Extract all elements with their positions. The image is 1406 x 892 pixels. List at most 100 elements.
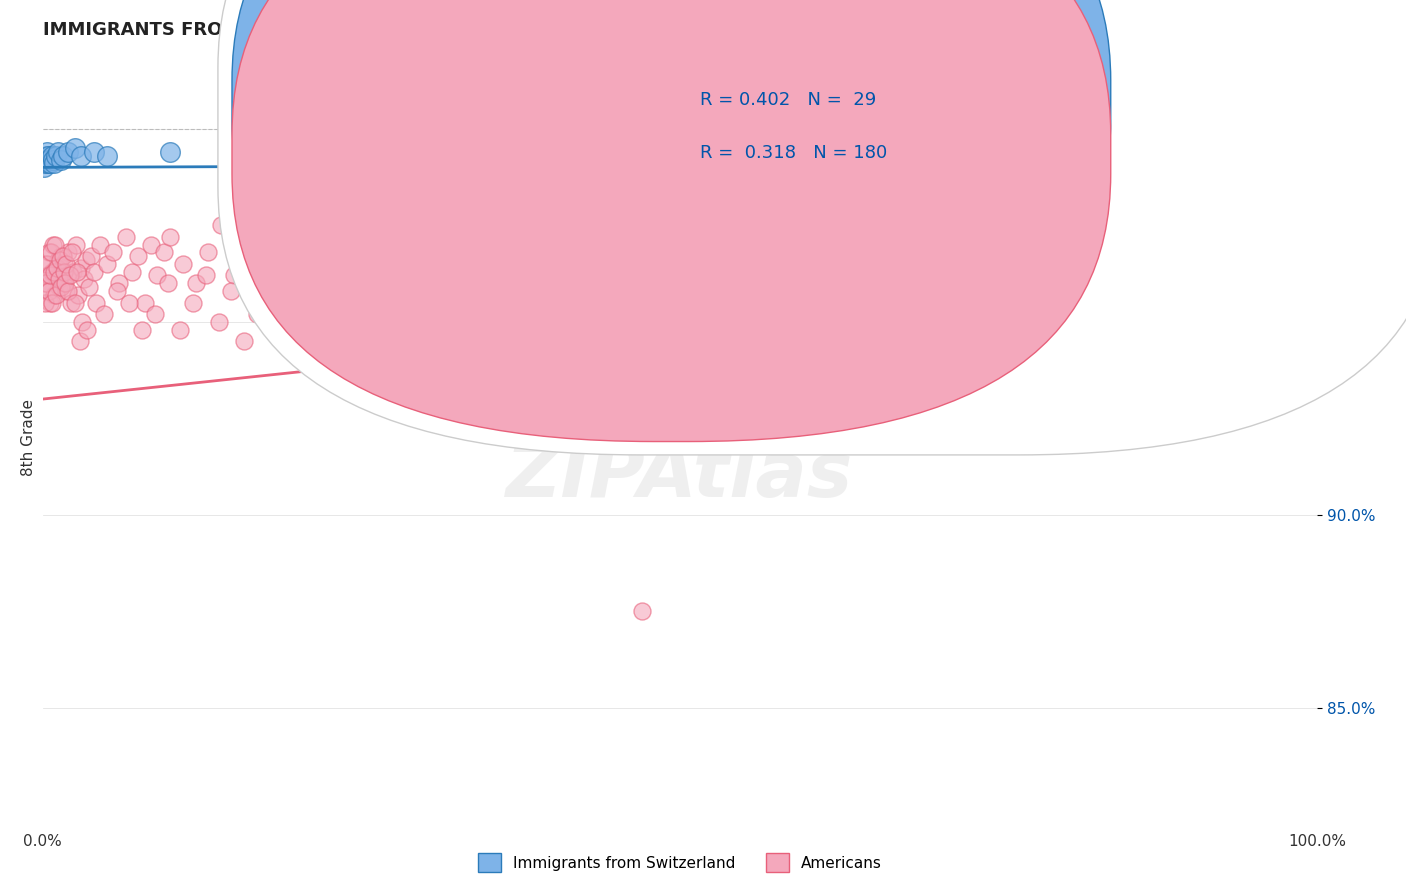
Point [55,257,77,271]
Point [886,199,908,213]
Point [63,295,86,310]
Point [385,295,408,310]
Point [516,230,538,244]
Point [45,287,67,301]
Point [146,268,169,283]
Point [35,145,58,159]
Point [172,257,194,271]
Point [529,207,551,221]
Point [347,307,370,321]
Point [56,284,79,298]
Point [37,156,59,170]
Point [75,253,97,268]
Point [911,245,934,260]
Point [35,284,58,298]
Point [34,153,56,167]
Point [1000,168,1022,182]
Point [707,268,730,283]
Point [60,245,83,260]
Point [605,245,627,260]
Point [426,237,449,252]
Point [131,322,153,336]
Point [475,245,498,260]
Point [42,237,65,252]
Point [246,307,269,321]
Point [121,265,143,279]
Point [388,230,411,244]
Point [56,268,79,283]
Point [35,149,58,163]
Point [309,315,332,329]
Point [34,257,56,271]
Point [222,149,245,163]
Point [501,268,523,283]
Point [297,268,319,283]
Point [96,257,118,271]
Point [96,149,118,163]
Point [770,207,793,221]
Point [38,268,60,283]
Point [44,287,66,301]
Point [249,284,271,298]
Point [35,153,58,167]
Point [733,145,755,159]
Point [453,230,475,244]
Point [733,237,755,252]
Point [1052,168,1074,182]
Point [363,237,385,252]
Point [59,295,82,310]
Point [1230,161,1253,175]
Point [72,315,94,329]
Point [936,219,959,233]
Text: ZIPAtlas: ZIPAtlas [506,439,853,513]
Point [695,219,717,233]
Point [118,295,141,310]
Point [197,245,219,260]
Point [274,230,297,244]
Point [46,260,69,275]
Point [45,272,67,286]
Point [949,191,972,205]
Point [77,280,100,294]
Text: R = 0.402   N =  29: R = 0.402 N = 29 [700,91,876,109]
Point [41,149,63,163]
Point [62,265,84,279]
Point [413,219,436,233]
Point [41,295,63,310]
Point [720,199,742,213]
Point [538,257,561,271]
Point [491,219,513,233]
Point [194,268,217,283]
Point [924,149,946,163]
Point [159,145,181,159]
Point [287,245,309,260]
Point [669,207,692,221]
Point [69,334,91,348]
Point [488,219,510,233]
Point [35,276,58,290]
Point [83,145,105,159]
Point [412,245,434,260]
Point [32,276,55,290]
Point [156,276,179,290]
Point [58,145,80,159]
Point [617,219,640,233]
Point [262,257,284,271]
Point [42,265,65,279]
Point [114,230,136,244]
Text: IMMIGRANTS FROM SWITZERLAND VS AMERICAN 8TH GRADE CORRELATION CHART: IMMIGRANTS FROM SWITZERLAND VS AMERICAN … [42,21,882,39]
Point [38,284,60,298]
Point [312,257,335,271]
Point [745,191,768,205]
Point [67,287,90,301]
Point [108,276,131,290]
Point [873,179,896,194]
Point [51,265,73,279]
Point [46,145,69,159]
Point [101,245,124,260]
Point [209,219,232,233]
Point [233,334,256,348]
Point [58,268,80,283]
Point [221,284,243,298]
Point [89,237,111,252]
